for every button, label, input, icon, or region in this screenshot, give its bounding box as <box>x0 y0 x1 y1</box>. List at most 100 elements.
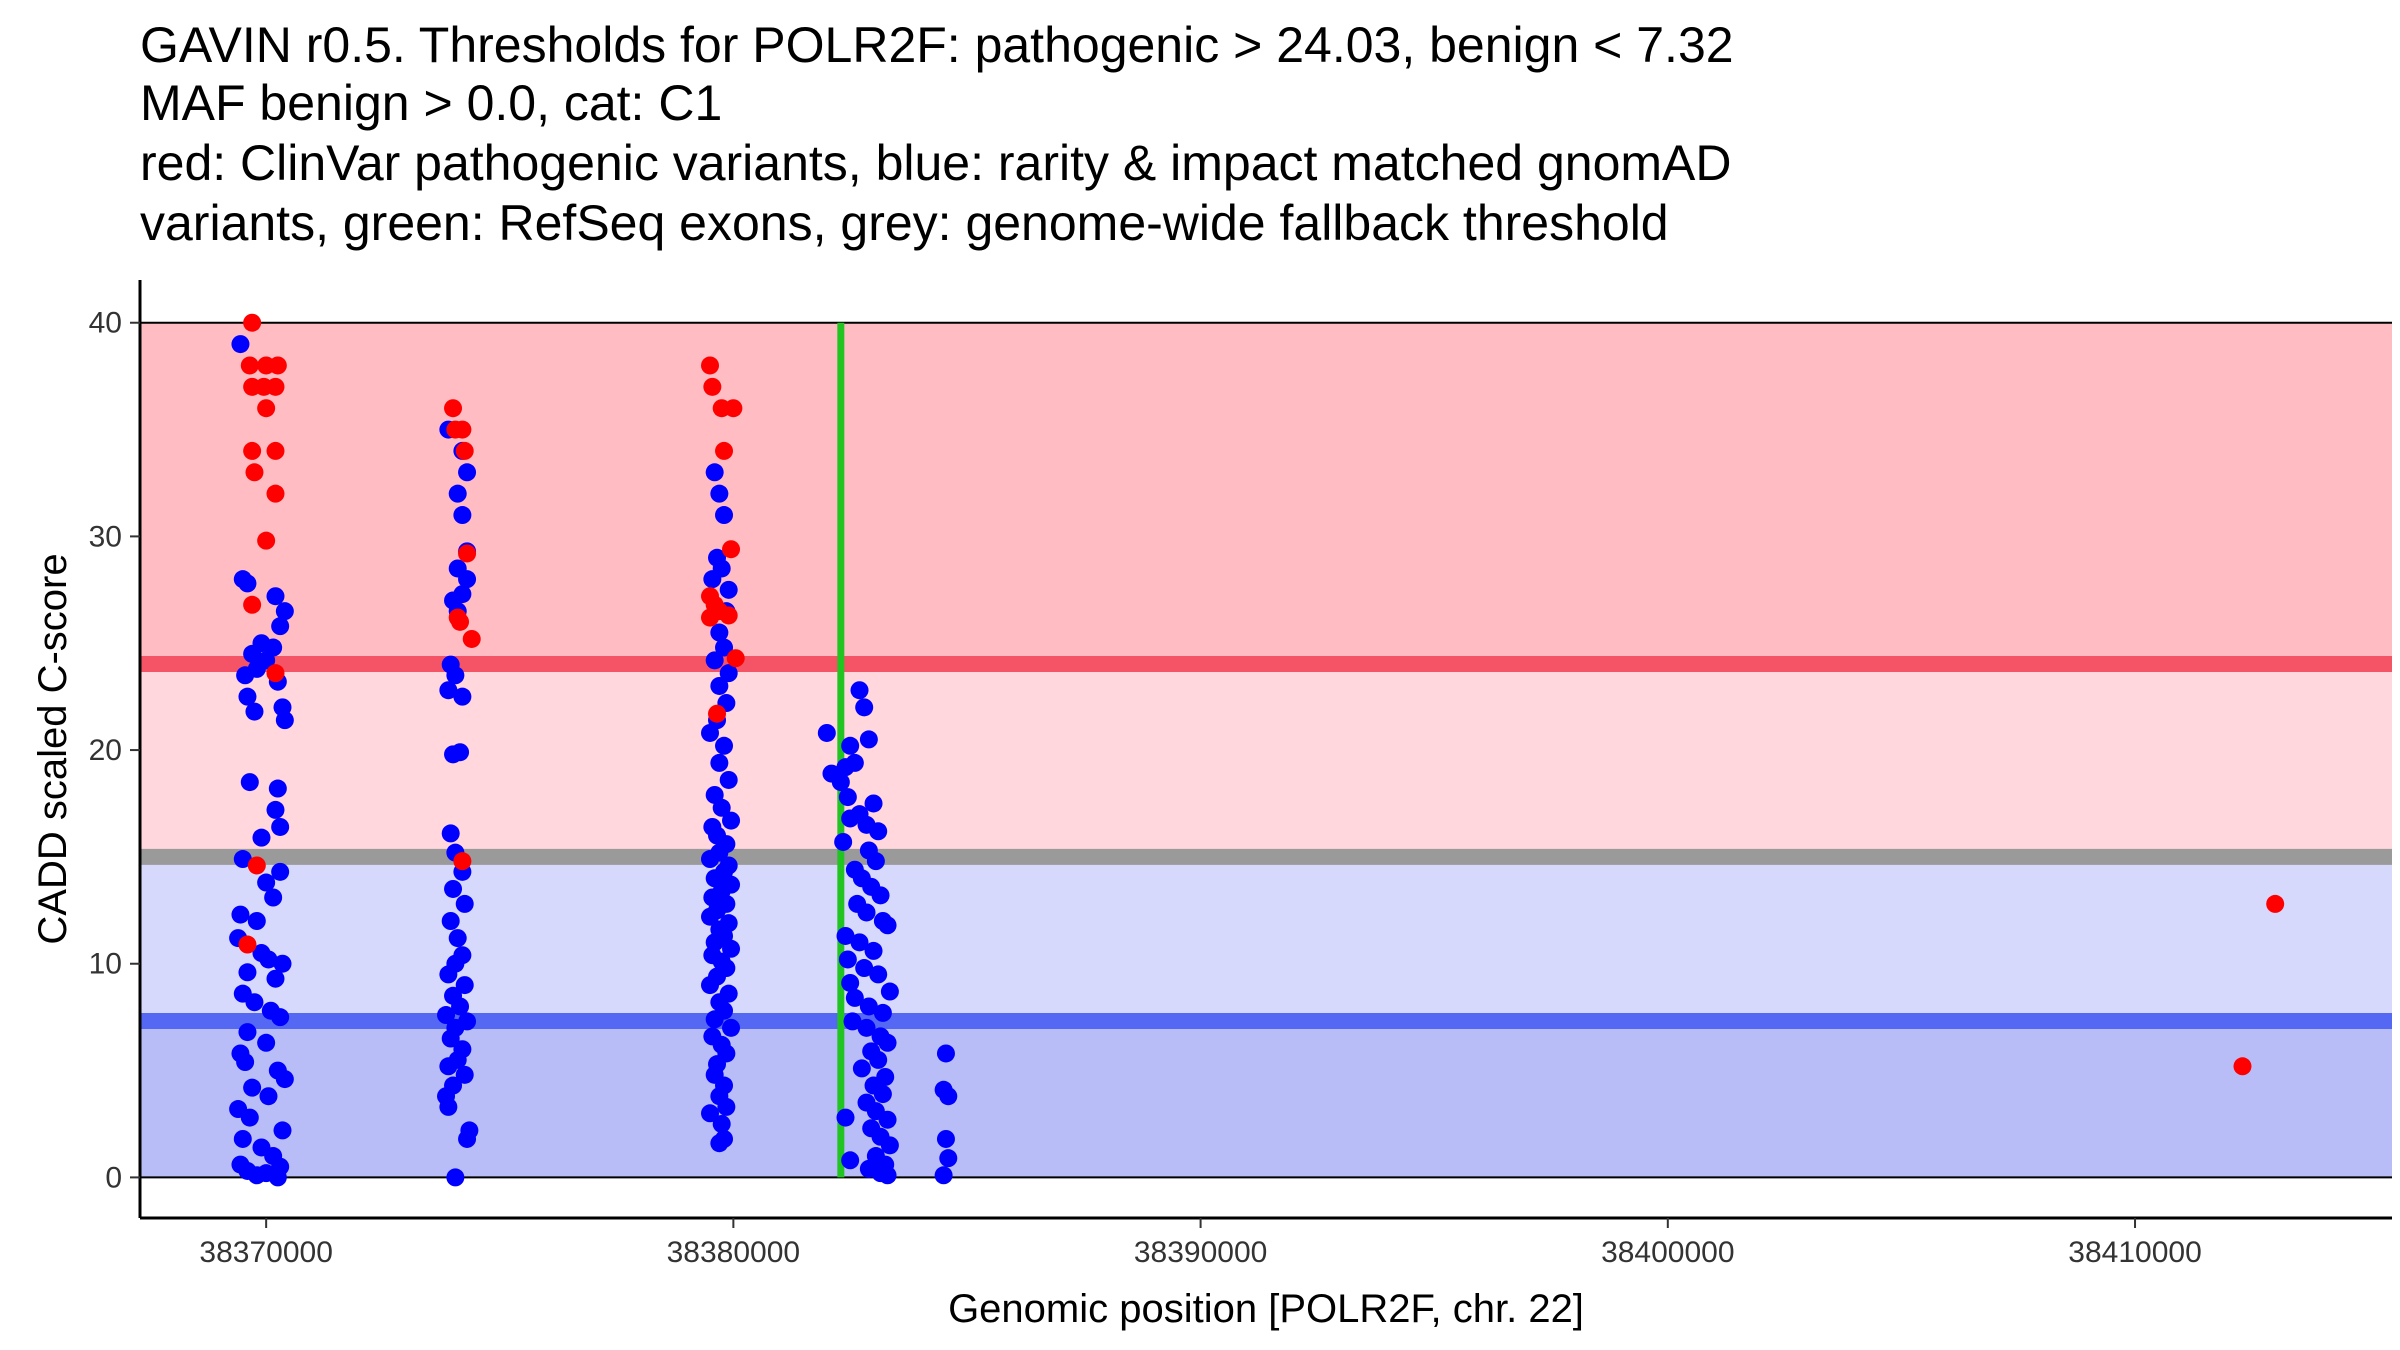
gnomad-point <box>715 638 734 657</box>
clinvar-point <box>453 852 472 871</box>
gnomad-point <box>719 664 738 683</box>
y-tick-label: 10 <box>89 948 122 981</box>
gnomad-point <box>880 982 899 1001</box>
gnomad-point <box>715 506 734 525</box>
clinvar-point <box>719 606 738 625</box>
gnomad-point <box>441 824 460 843</box>
gnomad-point <box>451 743 470 762</box>
gnomad-point <box>936 1129 955 1148</box>
gnomad-point <box>705 463 724 482</box>
gnomad-point <box>233 850 252 869</box>
y-axis-ticks: 0 10 20 30 40 <box>89 307 140 1194</box>
gnomad-point <box>869 822 888 841</box>
y-tick-label: 20 <box>89 734 122 767</box>
gnomad-point <box>936 1044 955 1063</box>
gnomad-point <box>448 484 467 503</box>
gnomad-point <box>873 1003 892 1022</box>
gnomad-point <box>257 873 276 892</box>
clinvar-point <box>444 399 463 418</box>
x-tick-label: 38410000 <box>2068 1236 2201 1269</box>
benign-zone <box>140 1020 2392 1178</box>
gnomad-point <box>710 676 729 695</box>
gnomad-point <box>817 723 836 742</box>
y-tick-label: 0 <box>105 1161 122 1194</box>
gnomad-point <box>245 993 264 1012</box>
gnomad-point <box>831 773 850 792</box>
gnomad-point <box>453 506 472 525</box>
gnomad-point <box>257 1033 276 1052</box>
gnomad-point <box>866 852 885 871</box>
clinvar-point <box>462 629 481 648</box>
clinvar-point <box>266 484 285 503</box>
gnomad-point <box>231 905 250 924</box>
mid-benign-zone <box>140 856 2392 1021</box>
gnomad-point <box>880 1136 899 1155</box>
gnomad-point <box>243 1078 262 1097</box>
gnomad-point <box>240 773 259 792</box>
gnomad-point <box>268 1168 287 1187</box>
clinvar-point <box>455 441 474 460</box>
gnomad-point <box>458 1129 477 1148</box>
y-tick-label: 40 <box>89 307 122 340</box>
gnomad-point <box>441 1029 460 1048</box>
clinvar-point <box>257 531 276 550</box>
clinvar-point <box>451 612 470 631</box>
pathogenic-zone <box>140 322 2392 664</box>
gnomad-point <box>857 903 876 922</box>
gnomad-point <box>864 794 883 813</box>
gnomad-point <box>238 687 257 706</box>
clinvar-point <box>243 441 262 460</box>
gnomad-point <box>852 1059 871 1078</box>
gnomad-point <box>437 1006 456 1025</box>
gnomad-point <box>439 681 458 700</box>
gnomad-point <box>855 959 874 978</box>
gnomad-point <box>236 1053 255 1072</box>
gnomad-point <box>458 463 477 482</box>
clinvar-point <box>266 664 285 683</box>
gnomad-point <box>722 811 741 830</box>
gnomad-point <box>266 800 285 819</box>
gnomad-point <box>841 1151 860 1170</box>
gnomad-point <box>701 1104 720 1123</box>
gnomad-point <box>869 1050 888 1069</box>
gnomad-point <box>701 723 720 742</box>
gnomad-point <box>701 907 720 926</box>
gnomad-point <box>710 753 729 772</box>
gnomad-point <box>259 950 278 969</box>
gnomad-point <box>458 570 477 589</box>
clinvar-point <box>724 399 743 418</box>
gnomad-point <box>878 1110 897 1129</box>
gnomad-point <box>701 976 720 995</box>
gnomad-point <box>238 574 257 593</box>
clinvar-point <box>708 704 727 723</box>
gnomad-point <box>712 1114 731 1133</box>
clinvar-point <box>726 649 745 668</box>
x-tick-label: 38400000 <box>1601 1236 1734 1269</box>
gnomad-point <box>871 886 890 905</box>
gnomad-point <box>715 736 734 755</box>
clinvar-point <box>243 313 262 332</box>
gnomad-point <box>271 817 290 836</box>
gnomad-point <box>843 1012 862 1031</box>
gnomad-point <box>878 1033 897 1052</box>
gnomad-point <box>252 828 271 847</box>
clinvar-point <box>2266 894 2285 913</box>
gnomad-point <box>455 894 474 913</box>
gnomad-point <box>850 681 869 700</box>
gnomad-point <box>444 879 463 898</box>
x-tick-label: 38370000 <box>199 1236 332 1269</box>
gnomad-point <box>869 965 888 984</box>
gnomad-point <box>451 997 470 1016</box>
clinvar-point <box>247 856 266 875</box>
gnomad-point <box>446 666 465 685</box>
gnomad-point <box>719 580 738 599</box>
gnomad-point <box>271 617 290 636</box>
gnomad-point <box>703 570 722 589</box>
gnomad-point <box>838 950 857 969</box>
gnomad-point <box>257 651 276 670</box>
chart-title: GAVIN r0.5. Thresholds for POLR2F: patho… <box>140 17 1734 251</box>
gnomad-point <box>712 798 731 817</box>
clinvar-point <box>243 595 262 614</box>
